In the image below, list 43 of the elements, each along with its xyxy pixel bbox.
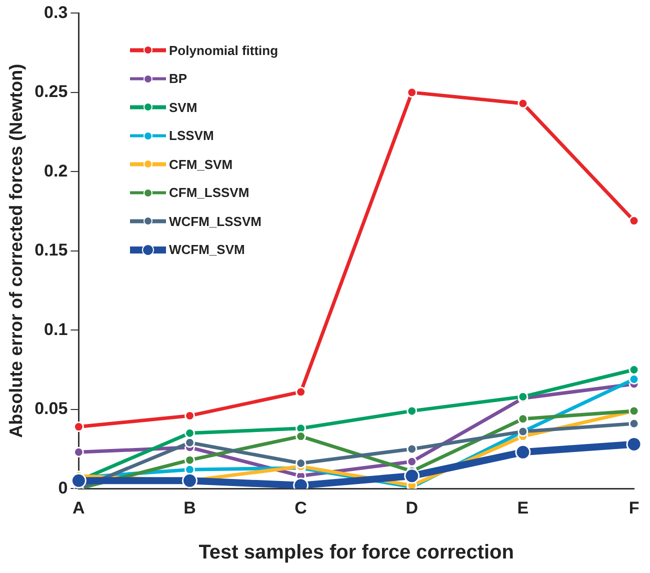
legend-label: BP (169, 71, 188, 86)
y-tick-label: 0.15 (34, 240, 68, 260)
x-tick-label: E (517, 498, 529, 518)
point (518, 98, 528, 109)
point (184, 454, 195, 466)
point (184, 437, 195, 448)
legend-label: CFM_LSSVM (169, 185, 250, 200)
y-tick-label: 0.3 (44, 2, 68, 22)
legend-label: Polynomial fitting (169, 42, 278, 58)
y-tick-label: 0.1 (44, 320, 68, 339)
point (628, 418, 640, 429)
point (406, 456, 418, 467)
x-tick-label: A (72, 498, 85, 518)
point (406, 406, 418, 416)
point (184, 428, 195, 438)
legend-label: CFM_SVM (169, 156, 233, 172)
point (628, 374, 640, 385)
point (628, 364, 640, 375)
y-tick-label: 0 (58, 478, 68, 498)
y-tick-label: 0.2 (44, 161, 68, 180)
y-tick-label: 0.05 (34, 399, 68, 418)
point (515, 444, 531, 460)
legend-label: SVM (169, 100, 198, 115)
x-tick-label: D (406, 498, 418, 518)
y-axis-title: Absolute error of corrected forces (Newton) (6, 64, 26, 438)
point (73, 422, 84, 432)
x-tick-label: F (628, 498, 640, 518)
point (296, 386, 306, 398)
point (73, 446, 84, 458)
point (518, 414, 528, 424)
point (182, 472, 198, 488)
y-tick-label: 0.25 (34, 82, 68, 102)
x-axis-title: Test samples for force correction (198, 542, 514, 564)
legend-label: WCFM_SVM (169, 242, 245, 258)
x-tick-label: B (184, 498, 196, 518)
point (406, 87, 418, 98)
legend-label: WCFM_LSSVM (169, 214, 262, 229)
legend-label: LSSVM (169, 128, 214, 144)
point (70, 472, 86, 488)
x-tick-label: C (294, 498, 307, 518)
point (404, 468, 420, 484)
point (406, 444, 418, 454)
point (626, 436, 642, 452)
